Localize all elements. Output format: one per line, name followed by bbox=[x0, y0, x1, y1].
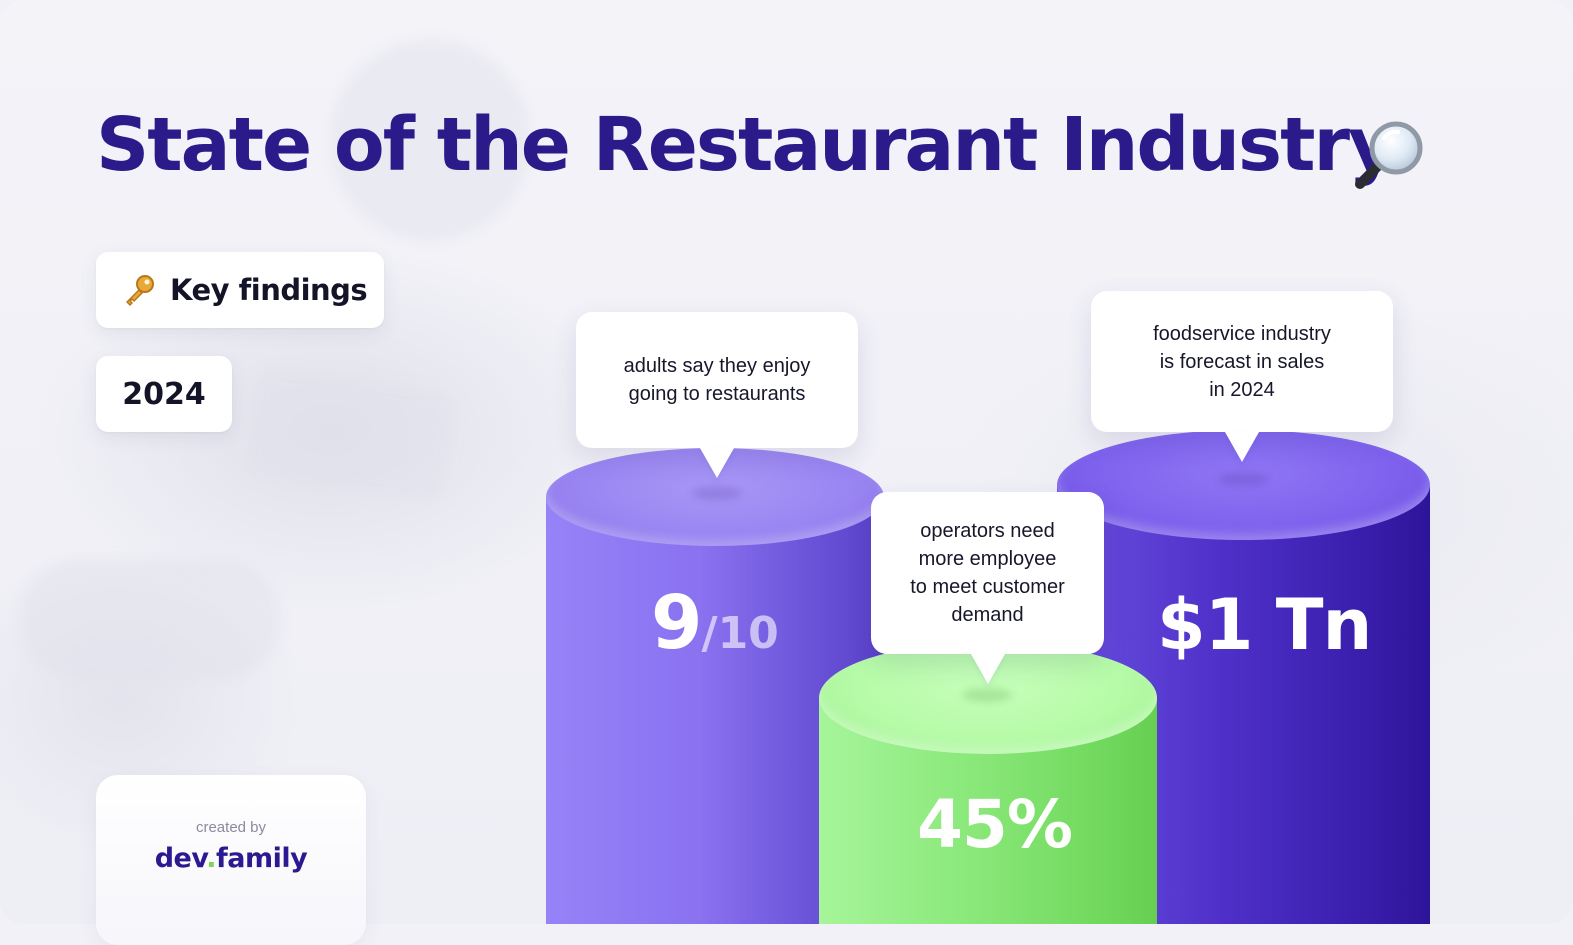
callout-shadow bbox=[692, 486, 742, 500]
callout-sales: foodservice industry is forecast in sale… bbox=[1091, 291, 1393, 432]
year-chip: 2024 bbox=[96, 356, 232, 432]
key-icon bbox=[126, 275, 154, 306]
key-findings-chip: Key findings bbox=[96, 252, 384, 328]
page-title: State of the Restaurant Industry bbox=[96, 102, 1396, 188]
callout-text: foodservice industry is forecast in sale… bbox=[1153, 322, 1331, 401]
background-blur-shape bbox=[20, 560, 280, 680]
stat-value-main: 9 bbox=[651, 580, 702, 666]
callout-shadow bbox=[962, 688, 1012, 702]
stat-value-enjoy: 9/10 bbox=[651, 586, 779, 660]
credit-card: created by dev.family bbox=[96, 775, 366, 945]
callout-text: operators need more employee to meet cus… bbox=[910, 520, 1065, 626]
stat-value-employees: 45% bbox=[917, 786, 1073, 863]
background-blur-shape bbox=[330, 40, 530, 240]
callout-text: adults say they enjoy going to restauran… bbox=[623, 355, 811, 405]
callout-shadow bbox=[1218, 472, 1268, 486]
created-by-label: created by bbox=[195, 819, 267, 836]
brand-logo-part1: dev bbox=[154, 843, 207, 874]
brand-logo-part2: family bbox=[216, 843, 308, 874]
callout-enjoy: adults say they enjoy going to restauran… bbox=[576, 312, 858, 448]
stat-value-sales: $1 Tn bbox=[1157, 584, 1372, 666]
stat-value-suffix: /10 bbox=[701, 608, 779, 659]
year-label: 2024 bbox=[122, 376, 206, 412]
brand-logo: dev.family bbox=[96, 843, 366, 874]
callout-employees: operators need more employee to meet cus… bbox=[871, 492, 1104, 654]
brand-logo-dot: . bbox=[206, 843, 217, 874]
stat-cylinder-employees bbox=[819, 642, 1157, 924]
key-findings-label: Key findings bbox=[170, 273, 368, 307]
magnifier-icon bbox=[1355, 121, 1423, 189]
